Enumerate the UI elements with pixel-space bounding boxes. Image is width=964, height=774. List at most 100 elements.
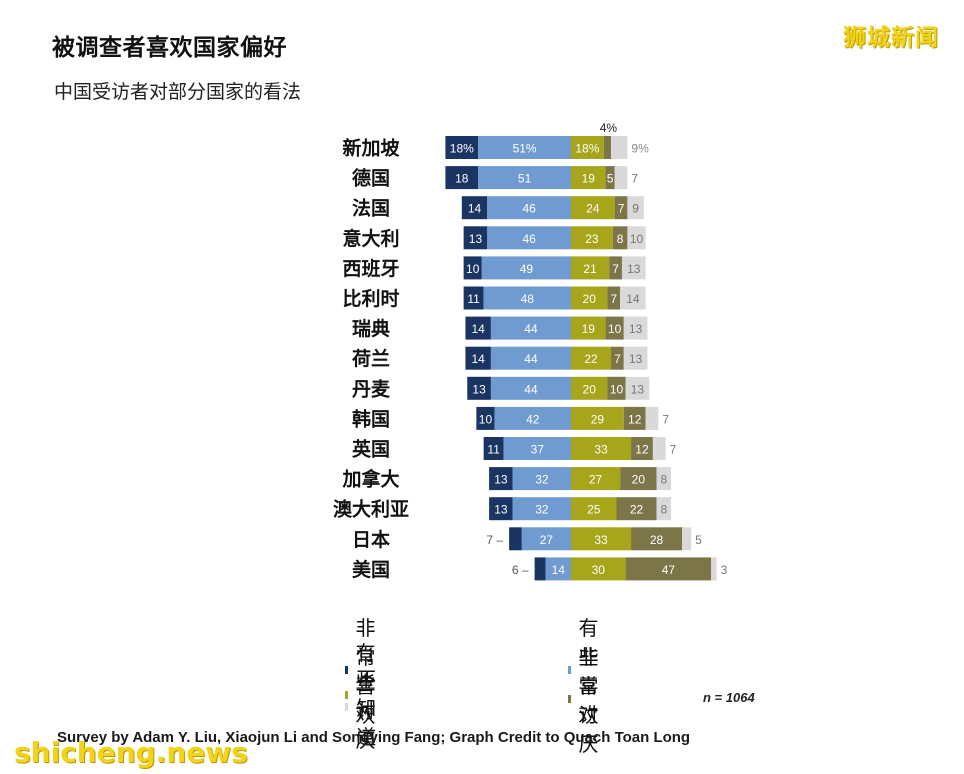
bar-5-series-3 [607,286,621,310]
value-label-13-1: 27 [540,533,554,547]
bar-11-series-1 [512,467,571,491]
bar-3-series-2 [571,226,613,250]
category-label-14: 美国 [352,558,390,581]
bar-10-series-0 [483,437,504,460]
value-label-14-4: 3 [721,563,728,577]
value-label-3-4: 10 [630,232,644,246]
bar-4-series-1 [481,256,571,280]
category-label-0: 新加坡 [342,137,400,160]
value-label-5-0: 11 [467,292,480,306]
bar-9-series-3 [623,406,646,430]
bar-11-series-3 [620,467,657,491]
value-label-3-1: 46 [522,232,536,246]
bar-2-series-0 [461,196,488,220]
legend-swatch-1 [568,666,571,674]
value-label-14-3: 47 [662,563,676,577]
legend-label-4: 不知道 [356,667,377,749]
bar-14-series-3 [625,557,712,581]
bar-4-series-0 [463,256,482,280]
category-label-5: 比利时 [342,288,399,310]
value-label-8-4: 13 [631,382,645,396]
bar-9-series-0 [476,406,495,430]
bar-12-series-3 [616,497,657,521]
bar-6-series-4 [623,316,648,340]
bar-9-series-2 [571,406,624,430]
legend-item-1: 有些喜欢 [568,612,604,728]
value-label-2-4: 9 [632,202,639,216]
bar-1-series-3 [605,166,615,190]
bar-10-series-1 [503,437,571,460]
value-label-13-4: 5 [695,533,702,547]
category-label-10: 英国 [352,438,390,461]
value-label-11-0: 13 [494,473,508,487]
value-label-8-2: 20 [583,382,597,396]
bar-7-series-4 [623,346,648,370]
legend-label-3: 非常讨厌 [578,645,599,756]
value-label-4-2: 21 [583,262,597,276]
source-credit: Survey by Adam Y. Liu, Xiaojun Li and So… [57,729,691,746]
bar-1-series-0 [445,166,479,190]
bar-14-series-0 [534,557,546,581]
category-label-1: 德国 [352,167,390,190]
value-label-3-0: 13 [469,232,483,246]
category-label-2: 法国 [352,197,390,220]
category-label-4: 西班牙 [342,257,399,280]
bar-10-series-2 [571,437,632,460]
value-label-10-2: 33 [594,443,608,457]
value-label-13-0: 7 – [486,533,503,547]
bar-11-series-4 [656,467,672,491]
value-label-0-3: 4% [600,121,618,135]
value-label-0-2: 18% [575,142,599,156]
watermark-logo-cn: 狮城新闻 [843,25,939,51]
bar-11-series-2 [571,467,621,491]
value-label-13-2: 33 [594,533,608,547]
value-label-12-2: 25 [587,503,601,517]
value-label-3-3: 8 [617,232,624,246]
bar-0-series-0 [445,136,479,159]
category-label-6: 瑞典 [352,317,390,340]
bar-2-series-4 [627,196,644,220]
legend-item-2: 有些讨厌 [345,637,381,753]
legend-swatch-0 [345,666,348,674]
value-label-12-3: 22 [630,503,644,517]
bar-12-series-4 [656,497,672,521]
bar-0-series-1 [478,136,571,159]
bar-4-series-2 [571,256,610,280]
legend-swatch-3 [568,695,571,703]
bar-3-series-1 [487,226,571,250]
bar-12-series-0 [489,497,513,521]
bar-12-series-2 [571,497,617,521]
bar-5-series-1 [483,286,571,310]
value-label-10-4: 7 [670,443,677,457]
value-label-6-3: 10 [608,322,622,336]
value-label-7-1: 44 [524,352,538,366]
value-label-4-1: 49 [520,262,534,276]
value-label-14-2: 30 [592,563,606,577]
value-label-0-0: 18% [450,142,474,156]
bar-0-series-3 [603,136,612,159]
value-label-12-0: 13 [494,503,508,517]
bar-5-series-0 [463,286,484,310]
value-label-10-3: 12 [635,443,649,457]
bar-2-series-2 [571,196,615,220]
category-label-3: 意大利 [342,227,399,250]
bar-12-series-1 [512,497,571,521]
value-label-2-3: 7 [618,202,625,216]
value-label-11-1: 32 [535,473,549,487]
value-label-4-3: 7 [612,262,619,276]
legend-item-4: 不知道 [345,663,381,750]
category-label-12: 澳大利亚 [333,498,409,521]
value-label-1-0: 18 [455,172,469,186]
value-label-14-1: 14 [552,563,566,577]
bar-13-series-2 [571,527,632,551]
value-label-7-4: 13 [629,352,643,366]
bar-1-series-2 [571,166,606,190]
value-label-1-2: 19 [582,172,596,186]
value-label-2-0: 14 [468,202,482,216]
sample-size-label: n = 1064 [703,690,755,705]
bar-10-series-4 [652,437,666,460]
value-label-2-2: 24 [586,202,600,216]
value-label-10-1: 37 [531,443,545,457]
legend-label-0: 非常喜欢 [355,616,376,727]
bar-3-series-4 [627,226,646,250]
